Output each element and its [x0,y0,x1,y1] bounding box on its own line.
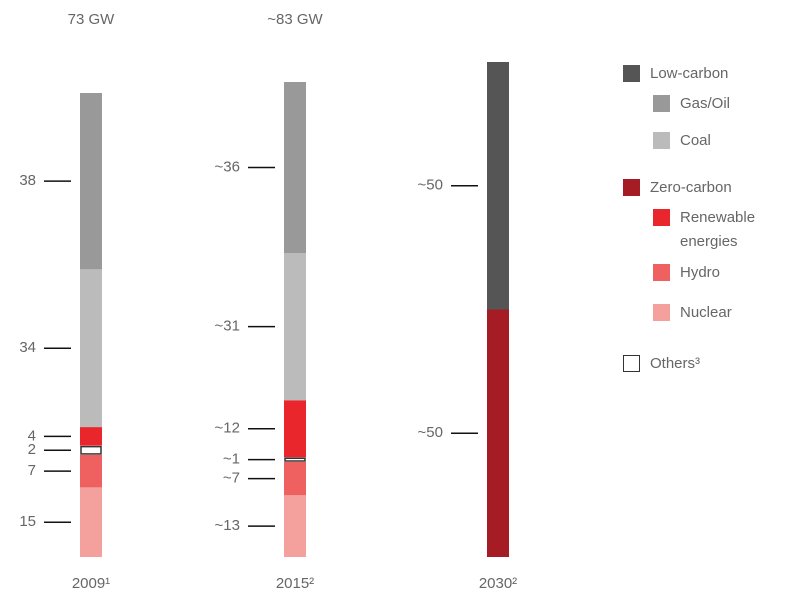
legend-item: Renewable energies [653,206,775,254]
value-label: ~12 [215,420,240,437]
legend-swatch [623,179,640,196]
bar-segment [284,457,306,462]
legend-label: Gas/Oil [680,95,731,112]
x-tick-label: 2030² [479,575,517,592]
plot: 15 7 24 34 38 2009¹ 73 GW ~13 ~7 ~1 ~12 ~31 ~36 2015²… [19,11,517,592]
legend-swatch [623,355,640,372]
value-label: ~7 [223,470,240,487]
legend-item: Others³ [623,352,745,376]
legend-label: Renewable energies [680,209,756,250]
legend-label: Coal [680,132,711,149]
value-label: ~1 [223,451,240,468]
bar-segment [80,427,102,446]
legend-label: Others³ [650,355,701,372]
legend-label: Zero-carbon [650,179,732,196]
x-tick-label: 2015² [276,575,314,592]
bar-segment [284,400,306,458]
bar-segment [284,82,306,253]
legend-swatch [653,95,670,112]
bar-segment [80,454,102,488]
legend-swatch [653,209,670,226]
legend-label: Hydro [680,264,721,281]
value-label: ~36 [215,158,240,175]
legend-swatch [653,132,670,149]
legend-item: Nuclear [653,301,775,325]
total-label: 73 GW [68,11,116,28]
value-label: 38 [19,172,36,189]
legend-item: Zero-carbon [623,176,745,200]
bar-segment [487,309,509,557]
value-label: 2 [28,441,36,458]
bar-segment [284,253,306,401]
value-label: 7 [28,462,36,479]
legend-label: Nuclear [680,304,732,321]
legend-item: Coal [653,129,775,153]
value-label: 34 [19,339,36,356]
legend-swatch [623,65,640,82]
x-tick-label: 2009¹ [72,575,110,592]
bar-segment [284,495,306,557]
bar-segment [80,487,102,557]
bar-segment [487,62,509,310]
value-label: ~50 [418,177,443,194]
legend-label: Low-carbon [650,65,729,82]
value-label: 4 [28,427,36,444]
bar-segment [284,462,306,496]
bar-segment [80,445,102,455]
legend-item: Hydro [653,261,775,285]
value-label: ~31 [215,318,240,335]
legend-item: Gas/Oil [653,92,775,116]
total-label: ~83 GW [267,11,323,28]
bar-segment [80,93,102,270]
legend-item: Low-carbon [623,62,745,86]
value-label: ~50 [418,424,443,441]
bar-segment [80,269,102,428]
value-label: 15 [19,513,36,530]
legend-swatch [653,264,670,281]
legend-swatch [653,304,670,321]
value-label: ~13 [215,517,240,534]
